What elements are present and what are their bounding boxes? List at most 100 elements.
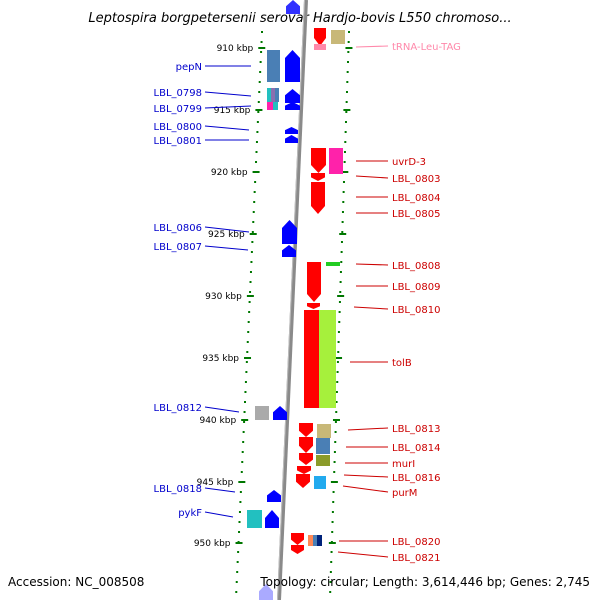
track-dot <box>333 471 336 473</box>
track-dot <box>246 341 249 343</box>
track-dot <box>236 571 239 573</box>
track-dot <box>347 41 350 43</box>
reverse-gene-arrow <box>285 50 300 82</box>
forward-gene-arrow <box>314 28 326 46</box>
track-dot <box>329 571 332 573</box>
track-dot <box>257 111 260 113</box>
reverse-gene-arrow <box>285 135 298 143</box>
track-dot <box>340 251 343 253</box>
track-dot <box>258 91 261 93</box>
tick-label: 950 kbp <box>194 539 231 549</box>
track-dot <box>339 291 342 293</box>
track-dot <box>337 331 340 333</box>
forward-gene-arrow <box>299 437 313 453</box>
gene-block <box>331 30 345 44</box>
track-dot <box>340 241 343 243</box>
track-dot <box>242 441 245 443</box>
gene-label-right: LBL_0814 <box>392 443 440 454</box>
leader-line <box>204 487 236 493</box>
track-dot <box>253 201 256 203</box>
track-dot <box>247 321 250 323</box>
track-dot <box>256 131 259 133</box>
track-dot <box>244 391 247 393</box>
track-dot <box>239 491 242 493</box>
gene-label-left: LBL_0812 <box>154 403 202 414</box>
tick-label: 910 kbp <box>217 44 254 54</box>
leader-line <box>204 245 249 251</box>
track-dot <box>245 361 248 363</box>
track-dot <box>241 451 244 453</box>
gene-block <box>304 310 319 408</box>
forward-gene-arrow <box>299 423 313 437</box>
track-dot <box>335 411 338 413</box>
track-dot <box>259 71 262 73</box>
accession-text: Accession: NC_008508 <box>8 575 144 589</box>
gene-labels: pepN LBL_0798 LBL_0799 LBL_0800 LBL_0801 LBL_… <box>154 42 461 564</box>
track-dot <box>255 161 258 163</box>
track-dot <box>335 391 338 393</box>
track-dot <box>253 191 256 193</box>
reverse-gene-arrow <box>273 406 287 420</box>
leader-line <box>337 551 389 558</box>
gene-label-left: LBL_0798 <box>154 88 202 99</box>
track-dot <box>344 131 347 133</box>
track-dot <box>259 61 262 63</box>
gene-block <box>247 510 262 528</box>
track-dot <box>344 141 347 143</box>
forward-gene-arrow <box>296 474 310 488</box>
gene-block <box>308 535 313 546</box>
genome-summary-text: Topology: circular; Length: 3,614,446 bp… <box>259 575 590 589</box>
leader-line <box>204 511 234 518</box>
gene-label-right: LBL_0804 <box>392 193 440 204</box>
leader-line <box>204 226 250 233</box>
track-dot <box>341 221 344 223</box>
forward-gene-arrow <box>311 182 325 214</box>
track-dot <box>235 591 238 593</box>
forward-gene-arrow <box>307 266 321 302</box>
track-dot <box>347 51 350 53</box>
track-dot <box>330 551 333 553</box>
track-dot <box>261 31 263 33</box>
track-dot <box>251 241 254 243</box>
track-dot <box>243 421 246 423</box>
track-dot <box>249 271 252 273</box>
gene-label-right: LBL_0813 <box>392 424 440 435</box>
track-dot <box>334 421 337 423</box>
left-dot-track <box>235 31 263 593</box>
tick-label: 940 kbp <box>199 416 236 426</box>
track-dot <box>260 51 263 53</box>
leader-line <box>342 485 389 493</box>
track-dot <box>238 511 241 513</box>
track-dot <box>255 151 258 153</box>
leader-line <box>355 263 389 266</box>
track-dot <box>250 251 253 253</box>
track-dot <box>244 401 247 403</box>
tick-label: 930 kbp <box>205 292 242 302</box>
track-dot <box>339 271 342 273</box>
gene-label-left: pepN <box>176 62 202 73</box>
track-dot <box>236 561 239 563</box>
track-dot <box>331 511 334 513</box>
track-dot <box>345 91 348 93</box>
gene-block <box>273 102 278 110</box>
gene-block <box>329 148 343 174</box>
leader-line <box>343 474 389 478</box>
forward-gene-arrow <box>291 533 304 545</box>
gene-label-right: tRNA-Leu-TAG <box>392 42 461 53</box>
track-dot <box>348 31 350 33</box>
track-dot <box>345 111 348 113</box>
track-dot <box>235 581 238 583</box>
track-dot <box>329 581 332 583</box>
reverse-gene-arrow <box>282 220 297 244</box>
track-dot <box>334 441 337 443</box>
leader-line <box>353 306 389 310</box>
map-title: Leptospira borgpetersenii serovar Hardjo… <box>88 11 511 26</box>
gene-label-right: LBL_0816 <box>392 473 440 484</box>
track-dot <box>246 351 249 353</box>
leader-line <box>204 125 250 131</box>
kbp-ticks: 910 kbp 915 kbp 920 kbp 925 kbp 930 kbp 935 k… <box>194 44 353 549</box>
track-dot <box>332 501 335 503</box>
leader-line <box>204 105 252 109</box>
track-dot <box>336 381 339 383</box>
